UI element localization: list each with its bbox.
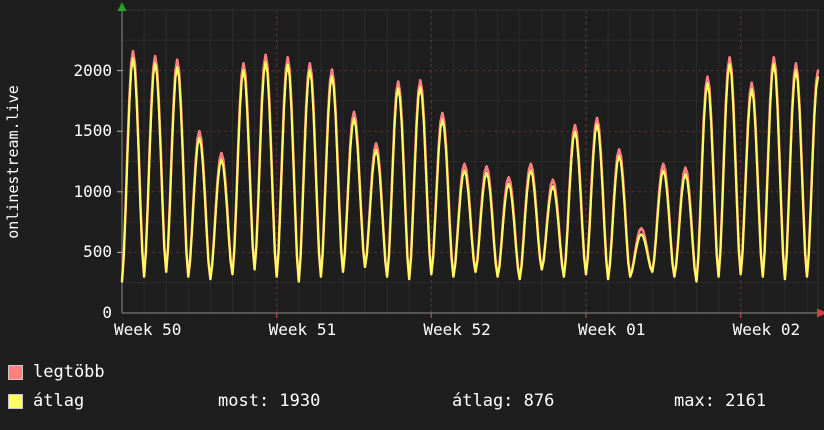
stat-max: max: 2161 [674,391,767,411]
x-axis-arrow [817,308,824,318]
x-tick-label: Week 01 [578,320,646,339]
x-tick-label: Week 52 [423,320,491,339]
legend-label-legtobb: legtöbb [33,362,105,382]
x-tick-label: Week 02 [732,320,801,339]
stat-most: most: 1930 [218,391,321,411]
plot-area [117,2,824,318]
legend-row-legtobb: legtöbb [8,362,105,382]
legend-row-atlag: átlag [8,391,84,411]
y-axis-arrow [117,2,127,11]
x-tick-label: Week 51 [268,320,337,339]
legend-swatch-legtobb [8,364,23,380]
watermark-text: onlinestream.live [4,84,22,239]
y-tick-label: 500 [83,242,112,262]
stat-atlag: átlag: 876 [452,391,555,411]
y-tick-label: 2000 [73,60,112,80]
legend-swatch-atlag [8,393,23,409]
y-tick-label: 1500 [73,121,112,141]
vertical-axis-title: onlinestream.live [0,10,26,313]
y-tick-label: 0 [102,303,112,322]
y-tick-label: 1000 [73,181,112,201]
legend-label-atlag: átlag [33,391,85,411]
x-tick-label: Week 50 [114,320,182,339]
chart-canvas [117,2,824,318]
